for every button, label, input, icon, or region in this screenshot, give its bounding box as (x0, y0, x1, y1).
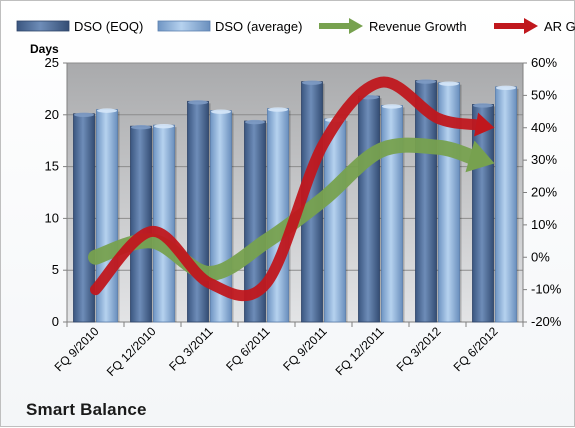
y2-tick-label: 50% (531, 87, 557, 102)
bar (472, 104, 494, 323)
bar (324, 118, 346, 323)
company-name: Smart Balance (26, 400, 147, 419)
legend-swatch (349, 18, 363, 34)
y-tick-label: 15 (45, 159, 59, 174)
y-tick-label: 25 (45, 55, 59, 70)
bar-cap (211, 109, 231, 114)
x-tick-label: FQ 12/2010 (104, 324, 159, 379)
legend-swatch (16, 20, 70, 32)
y2-tick-label: -10% (531, 282, 562, 297)
bar (267, 108, 289, 323)
y2-tick-label: 30% (531, 152, 557, 167)
legend-swatch (524, 18, 538, 34)
bar-cap (188, 100, 208, 105)
y-tick-label: 20 (45, 107, 59, 122)
x-tick-label: FQ 3/2012 (394, 324, 444, 374)
bar (381, 105, 403, 323)
x-tick-label: FQ 6/2011 (223, 324, 273, 374)
y2-tick-label: 60% (531, 55, 557, 70)
bar (495, 86, 517, 323)
bar-cap (439, 81, 459, 86)
y2-tick-label: 20% (531, 185, 557, 200)
bar-cap (473, 103, 493, 108)
bar-cap (416, 79, 436, 84)
bar (358, 95, 380, 323)
legend-swatch (157, 20, 211, 32)
x-tick-label: FQ 12/2011 (333, 324, 387, 378)
x-tick-label: FQ 9/2010 (52, 324, 102, 374)
bar-cap (154, 123, 174, 129)
x-tick-label: FQ 3/2011 (166, 324, 216, 374)
y2-tick-label: -20% (531, 314, 562, 329)
y2-tick-label: 40% (531, 120, 557, 135)
x-tick-label: FQ 9/2011 (280, 324, 330, 374)
y-tick-label: 5 (52, 262, 59, 277)
bar-cap (97, 108, 117, 113)
y-axis-label: Days (30, 42, 59, 56)
series-arrowhead (474, 112, 495, 137)
bar-cap (382, 104, 402, 109)
bar (187, 100, 209, 323)
bar-cap (268, 107, 288, 112)
legend-label: DSO (average) (215, 19, 302, 34)
y2-tick-label: 0% (531, 249, 550, 264)
y2-tick-label: 10% (531, 217, 557, 232)
series-line (90, 76, 484, 302)
bar-cap (302, 80, 322, 85)
y-tick-label: 10 (45, 210, 59, 225)
bar (153, 124, 175, 323)
legend-label: AR Growth (544, 19, 575, 34)
bar-cap (245, 119, 265, 125)
series-arrowhead (465, 140, 495, 173)
legend-label: DSO (EOQ) (74, 19, 143, 34)
bar (130, 125, 152, 323)
y-tick-label: 0 (52, 314, 59, 329)
legend-label: Revenue Growth (369, 19, 467, 34)
bar-cap (496, 85, 516, 91)
x-tick-label: FQ 6/2012 (451, 324, 501, 374)
bar-cap (131, 124, 151, 130)
bar-cap (74, 112, 94, 117)
